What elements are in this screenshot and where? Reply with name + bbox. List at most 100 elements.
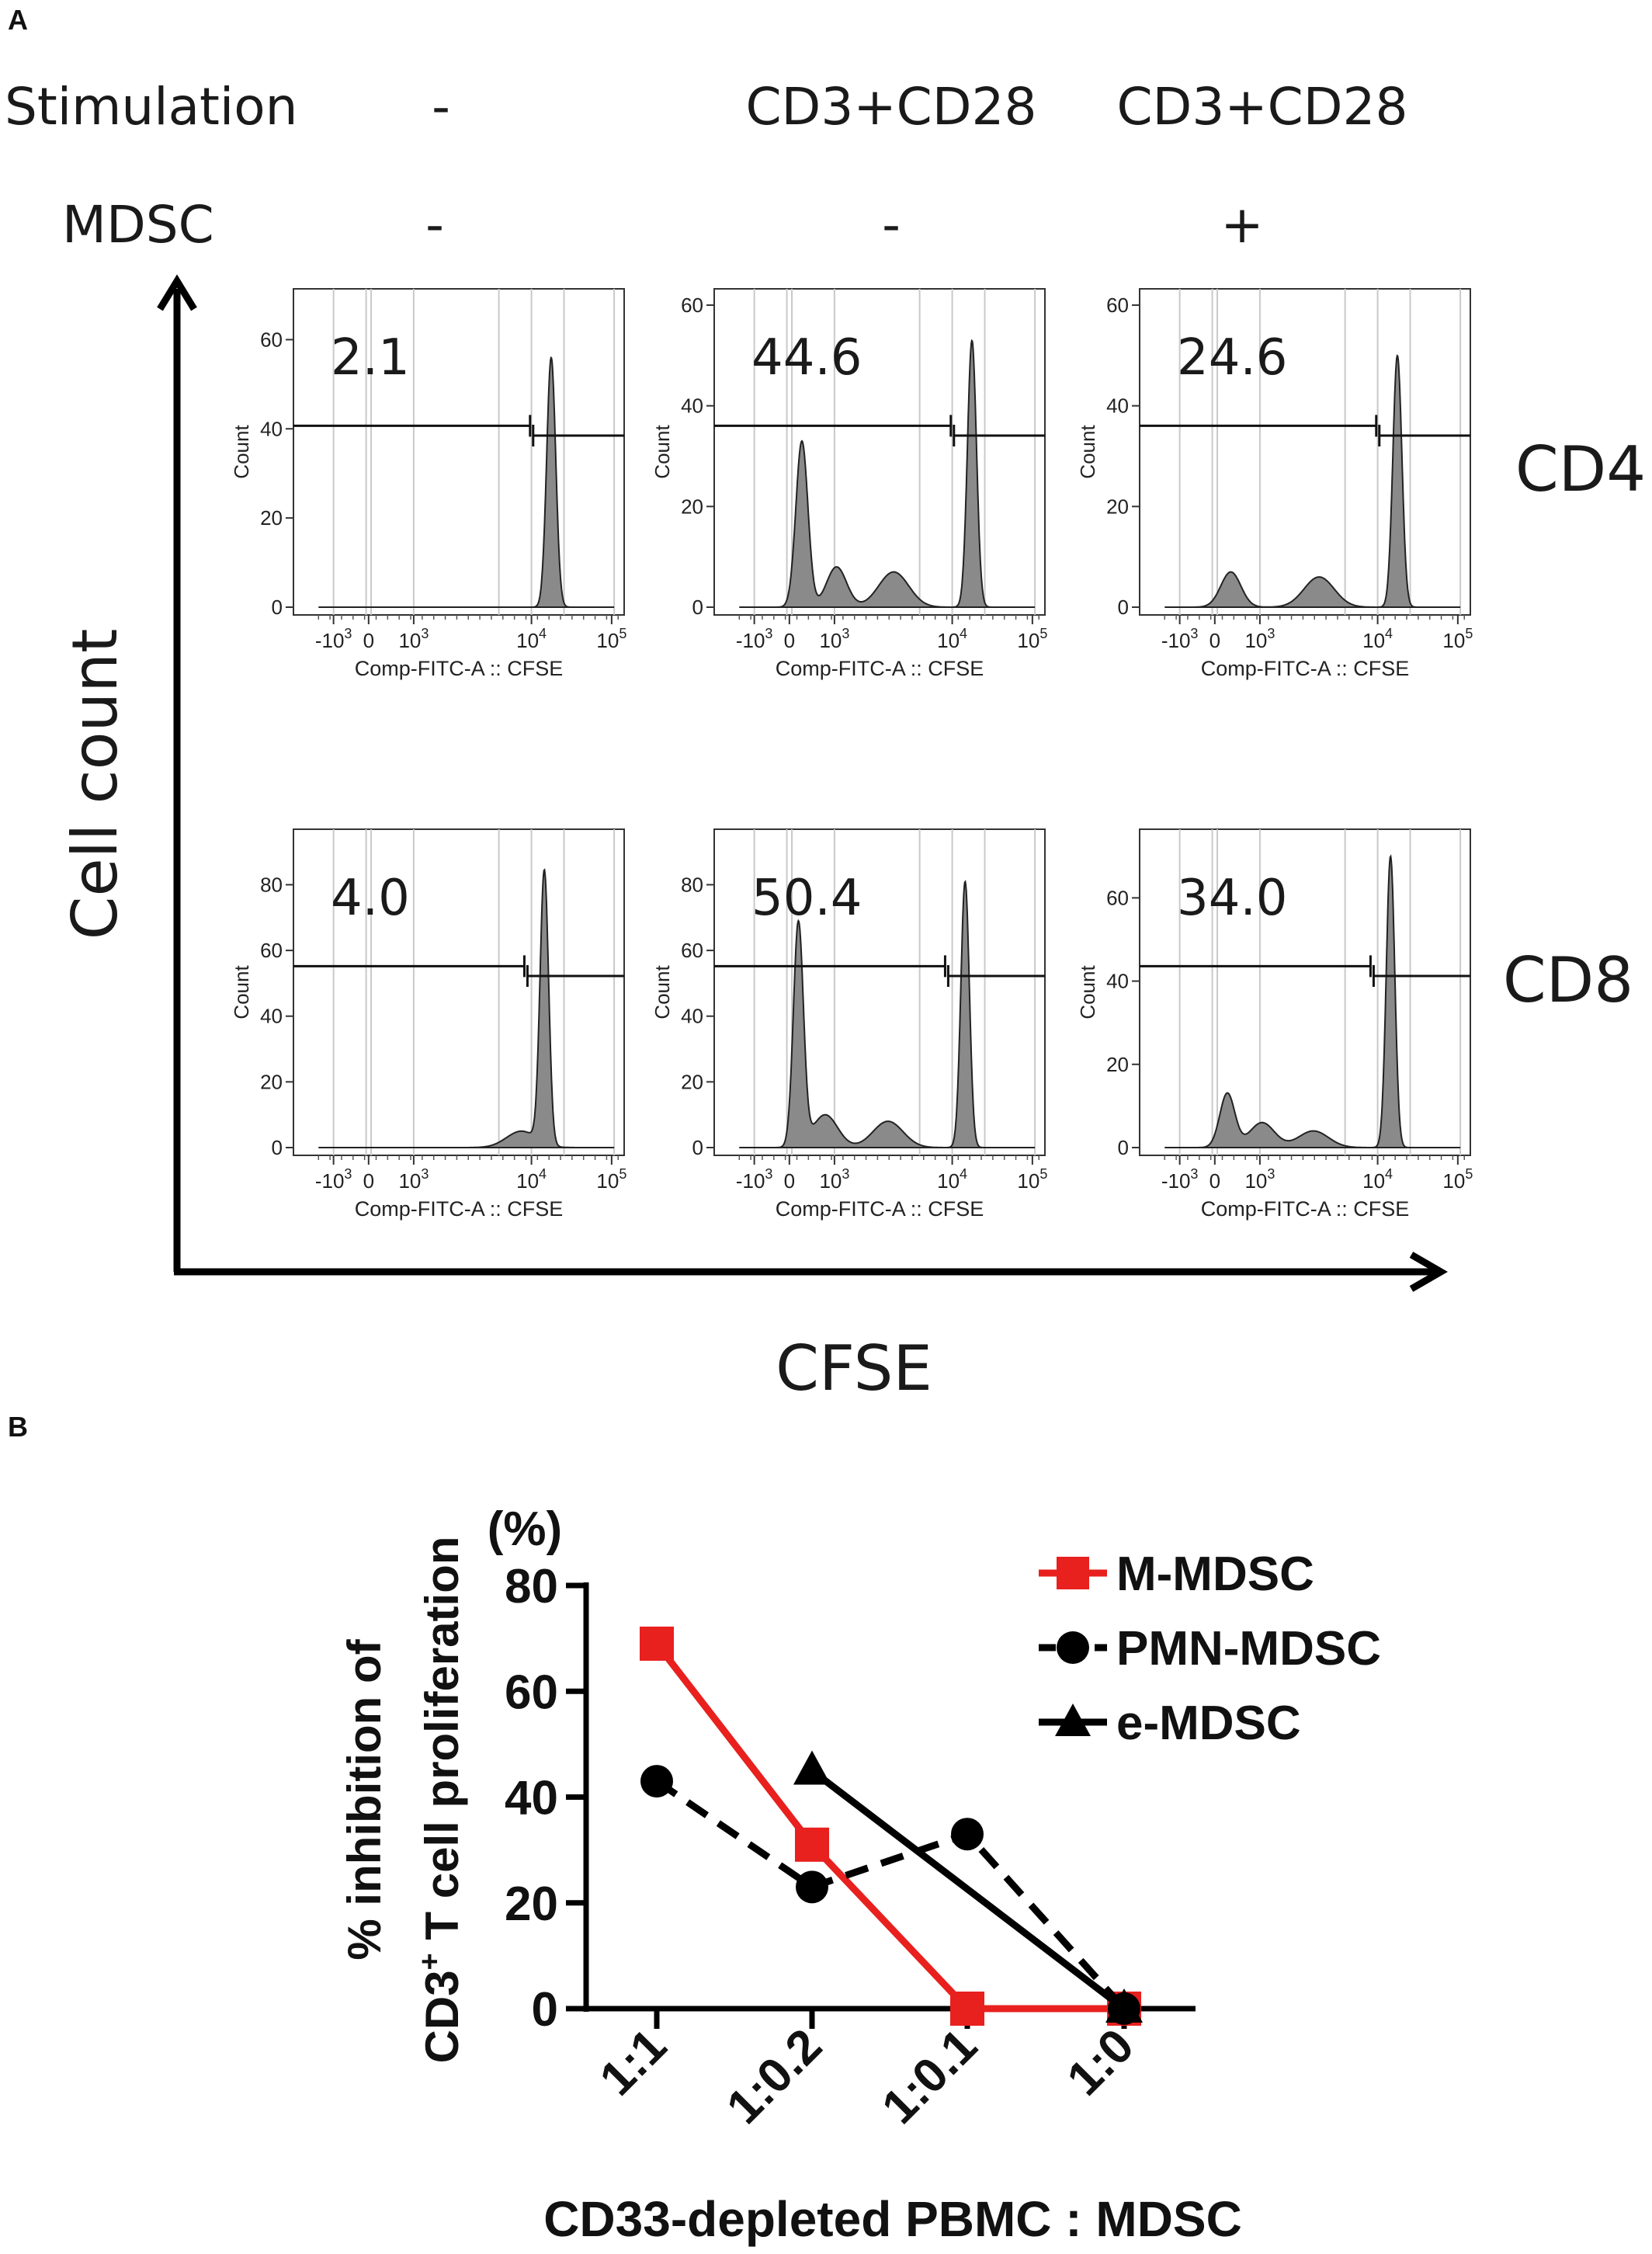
histogram-distribution	[1164, 354, 1461, 608]
x-tick-label: 1:0	[1057, 2019, 1144, 2106]
mdsc-value-3: +	[1220, 195, 1263, 255]
proliferation-percent: 50.4	[751, 870, 862, 927]
x-axis-title: CD33-depleted PBMC : MDSC	[543, 2191, 1242, 2247]
proliferation-percent: 24.6	[1177, 329, 1288, 387]
cfse-label: CFSE	[776, 1332, 932, 1405]
x-tick-label: 0	[1210, 629, 1220, 652]
legend-marker-triangle	[1055, 1704, 1091, 1736]
y-axis-label: Count	[230, 965, 253, 1019]
data-point-square	[640, 1626, 674, 1661]
stimulation-value-3: CD3+CD28	[1116, 77, 1407, 137]
y-tick-label: 40	[1106, 970, 1129, 993]
x-tick-label: 0	[1210, 1169, 1220, 1193]
y-tick-label: 80	[260, 873, 283, 896]
histogram-frame	[293, 288, 625, 616]
series-e-mdsc	[793, 1750, 1143, 2023]
legend: M-MDSC PMN-MDSC e-MDSC	[1039, 1547, 1381, 1750]
histogram-frame	[1139, 288, 1471, 616]
proliferation-percent: 4.0	[331, 870, 410, 927]
y-tick-label: 0	[532, 1983, 558, 2037]
histogram-cd8-2: 50.4 0 20 40 60 80 Count -103 0 103 104 105 Comp-FIT…	[651, 828, 1047, 1221]
x-tick-label: 1:0.2	[717, 2019, 832, 2134]
y-tick-label: 20	[1106, 495, 1129, 518]
x-tick-label: 104	[1362, 626, 1393, 652]
legend-label: PMN-MDSC	[1116, 1622, 1381, 1676]
x-tick-label: 105	[596, 626, 626, 652]
y-tick-label: 60	[505, 1665, 558, 1719]
y-axis-label: Count	[1076, 965, 1099, 1019]
proliferation-percent: 34.0	[1177, 870, 1288, 927]
y-axis-label: Count	[651, 965, 674, 1019]
y-tick-label: 20	[1106, 1053, 1129, 1076]
histogram-distribution	[1164, 854, 1461, 1148]
x-tick-label: 105	[1442, 626, 1473, 652]
y-tick-label: 0	[272, 596, 283, 619]
x-tick-label: 105	[1442, 1166, 1473, 1193]
histogram-frame	[713, 828, 1046, 1156]
y-tick-label: 0	[1118, 596, 1129, 619]
series-line	[654, 1641, 1124, 2013]
y-tick-label: 40	[260, 1005, 283, 1028]
legend-label: e-MDSC	[1116, 1697, 1301, 1750]
x-axis-label: Comp-FITC-A :: CFSE	[1201, 1197, 1410, 1221]
y-axis-label: Count	[1076, 425, 1099, 479]
histogram-cd4-3: 24.6 0 20 40 60 Count -103 0 103 104 105 Comp-FITC-…	[1076, 288, 1473, 680]
x-tick-label: -103	[736, 626, 773, 652]
y-tick-label: 0	[1118, 1136, 1129, 1159]
series-pmn-mdsc	[640, 1765, 1140, 2025]
stimulation-label: Stimulation	[5, 77, 297, 137]
y-tick-label: 60	[1106, 886, 1129, 909]
x-tick-label: 105	[1017, 626, 1047, 652]
y-tick-label: 0	[692, 1136, 703, 1159]
x-tick-label: 103	[1244, 626, 1275, 652]
y-tick-label: 0	[272, 1136, 283, 1159]
panel-a-label: A	[8, 4, 28, 36]
x-tick-label: 0	[363, 1169, 374, 1193]
data-point-circle	[951, 1818, 984, 1851]
x-tick-label: -103	[736, 1166, 773, 1193]
x-tick-label: 103	[819, 1166, 849, 1193]
x-axis-label: Comp-FITC-A :: CFSE	[776, 1197, 984, 1221]
y-tick-label: 80	[681, 873, 703, 896]
inhibition-line-chart: 0 20 40 60 80 1:1 1:0.2 1:0.1 1:0 % inhibition of…	[338, 1502, 1381, 2247]
histogram-frame	[293, 828, 625, 1156]
y-tick-label: 60	[1106, 293, 1129, 317]
y-tick-label: 80	[505, 1560, 558, 1613]
x-tick-label: 0	[784, 1169, 795, 1193]
y-tick-label: 40	[505, 1772, 558, 1825]
x-axis-label: Comp-FITC-A :: CFSE	[776, 657, 984, 680]
data-point-circle	[796, 1870, 828, 1904]
stimulation-value-2: CD3+CD28	[745, 77, 1036, 137]
x-tick-label: 103	[819, 626, 849, 652]
x-tick-label: 104	[1362, 1166, 1393, 1193]
stimulation-value-1: -	[432, 77, 450, 137]
panel-b-label: B	[8, 1411, 28, 1443]
histogram-distribution	[739, 339, 1036, 608]
cell-count-label: Cell count	[59, 629, 131, 940]
mdsc-label: MDSC	[62, 195, 214, 255]
y-tick-label: 20	[260, 1070, 283, 1093]
legend-marker-circle	[1057, 1631, 1089, 1664]
y-axis-label: Count	[230, 425, 253, 479]
histogram-cd4-2: 44.6 0 20 40 60 Count -103 0 103 104 105 Comp-FITC-…	[651, 288, 1047, 680]
x-tick-label: 104	[516, 626, 547, 652]
mdsc-value-1: -	[425, 195, 444, 255]
data-point-triangle	[1105, 1988, 1143, 2023]
y-tick-label: 20	[681, 1070, 703, 1093]
y-tick-label: 40	[681, 394, 703, 418]
y-tick-label: 60	[681, 293, 703, 317]
x-tick-label: 103	[1244, 1166, 1275, 1193]
data-point-triangle	[793, 1750, 831, 1785]
y-tick-label: 0	[692, 596, 703, 619]
y-tick-label: 40	[681, 1005, 703, 1028]
data-point-square	[950, 1992, 984, 2026]
y-tick-label: 40	[260, 417, 283, 440]
x-tick-label: 0	[784, 629, 795, 652]
y-tick-label: 20	[681, 495, 703, 518]
y-tick-label: 20	[505, 1877, 558, 1931]
y-axis-title-line1: % inhibition of	[338, 1638, 390, 1960]
series-line	[654, 1778, 1127, 2012]
x-tick-label: -103	[1161, 626, 1199, 652]
row-label-cd4: CD4	[1515, 433, 1646, 505]
